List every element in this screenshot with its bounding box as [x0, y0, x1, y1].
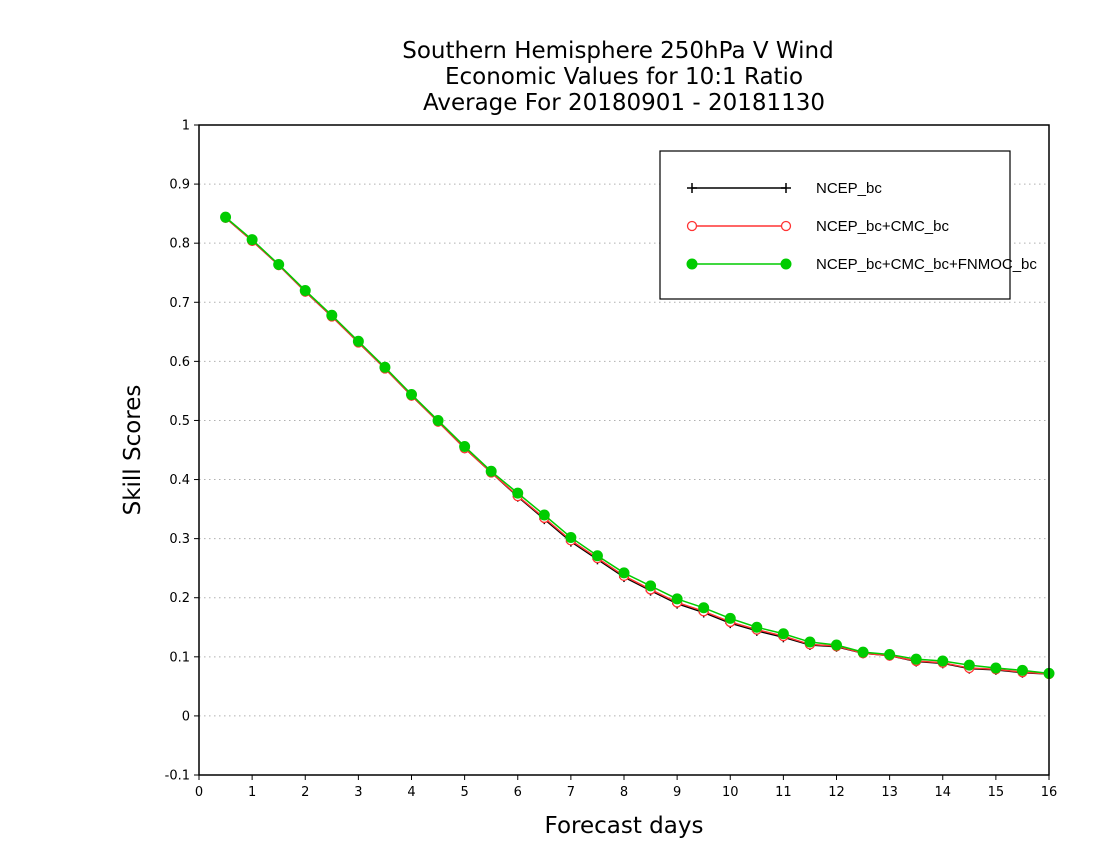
y-tick-label: 0.7 — [169, 296, 190, 311]
y-tick-label: 1 — [182, 119, 190, 134]
data-point — [299, 284, 311, 296]
x-tick-label: 14 — [934, 785, 951, 800]
x-tick-label: 3 — [354, 785, 362, 800]
legend-item: NCEP_bc+CMC_bc+FNMOC_bc — [686, 256, 1037, 273]
x-tick-label: 15 — [988, 785, 1005, 800]
x-tick-label: 4 — [407, 785, 415, 800]
data-point — [671, 593, 683, 605]
data-point — [565, 531, 577, 543]
data-point — [459, 440, 471, 452]
legend-marker — [780, 258, 792, 270]
x-tick-label: 6 — [514, 785, 522, 800]
title-line-3: Average For 20180901 - 20181130 — [423, 90, 825, 116]
legend-marker — [687, 183, 697, 193]
data-point — [220, 211, 232, 223]
y-tick-label: 0.3 — [169, 532, 190, 547]
chart-title: Southern Hemisphere 250hPa V Wind Econom… — [402, 38, 833, 116]
title-line-2: Economic Values for 10:1 Ratio — [445, 64, 803, 90]
data-point — [724, 612, 736, 624]
data-point — [831, 639, 842, 651]
data-point — [804, 636, 816, 648]
data-point — [963, 659, 975, 671]
x-tick-label: 11 — [775, 785, 792, 800]
data-point — [618, 567, 630, 579]
y-axis: -0.1 0 0.1 0.2 0.3 0.4 0.5 0.6 0.7 0.8 0.9 1 — [165, 119, 199, 784]
data-point — [485, 465, 497, 477]
y-tick-label: 0.2 — [169, 591, 190, 606]
y-tick-label: -0.1 — [165, 769, 190, 784]
data-point — [406, 388, 417, 400]
x-tick-label: 1 — [248, 785, 256, 800]
data-point — [698, 602, 710, 614]
data-point — [432, 414, 444, 426]
x-tick-label: 9 — [673, 785, 681, 800]
x-tick-label: 12 — [828, 785, 845, 800]
data-point — [379, 361, 391, 373]
x-axis: 0 1 2 3 4 5 6 7 8 9 10 11 12 13 14 15 16 — [195, 775, 1057, 800]
y-axis-label: Skill Scores — [120, 385, 146, 516]
x-tick-label: 0 — [195, 785, 203, 800]
title-line-1: Southern Hemisphere 250hPa V Wind — [402, 38, 833, 64]
data-point — [777, 628, 789, 640]
y-tick-label: 0.4 — [169, 473, 190, 488]
y-tick-label: 0 — [182, 709, 190, 724]
legend-marker — [781, 183, 791, 193]
data-point — [326, 309, 338, 321]
legend-item: NCEP_bc — [687, 180, 882, 197]
legend-label: NCEP_bc+CMC_bc+FNMOC_bc — [816, 256, 1037, 273]
data-point — [645, 580, 657, 592]
plot-series — [220, 211, 1055, 680]
data-point — [512, 487, 524, 499]
y-tick-label: 0.6 — [169, 355, 190, 370]
data-point — [1016, 664, 1028, 676]
x-tick-label: 2 — [301, 785, 309, 800]
data-point — [910, 653, 922, 665]
x-tick-label: 5 — [460, 785, 468, 800]
legend-label: NCEP_bc+CMC_bc — [816, 218, 949, 235]
legend-box — [659, 150, 1011, 300]
legend-label: NCEP_bc — [816, 180, 882, 197]
y-tick-label: 0.9 — [169, 178, 190, 193]
x-tick-label: 7 — [567, 785, 575, 800]
data-point — [937, 655, 949, 667]
legend-marker — [780, 220, 792, 232]
data-point — [591, 550, 603, 562]
x-tick-label: 10 — [722, 785, 739, 800]
y-tick-label: 0.8 — [169, 237, 190, 252]
data-point — [857, 646, 869, 658]
data-point — [538, 509, 550, 521]
legend-marker — [686, 220, 698, 232]
data-point — [246, 234, 258, 246]
data-point — [884, 648, 896, 660]
x-tick-label: 16 — [1041, 785, 1058, 800]
x-tick-label: 13 — [881, 785, 898, 800]
data-point — [273, 258, 285, 270]
data-point — [990, 662, 1002, 674]
legend-marker — [686, 258, 698, 270]
legend: NCEP_bc NCEP_bc+CMC_bc NCEP_bc+CMC_bc+FNMO… — [659, 150, 1037, 300]
x-axis-label: Forecast days — [545, 813, 704, 839]
y-tick-label: 0.5 — [169, 414, 190, 429]
data-point — [352, 335, 364, 347]
data-point — [751, 621, 763, 633]
y-tick-label: 0.1 — [169, 650, 190, 665]
series-3 — [220, 211, 1055, 679]
legend-item: NCEP_bc+CMC_bc — [686, 218, 949, 235]
x-tick-label: 8 — [620, 785, 628, 800]
